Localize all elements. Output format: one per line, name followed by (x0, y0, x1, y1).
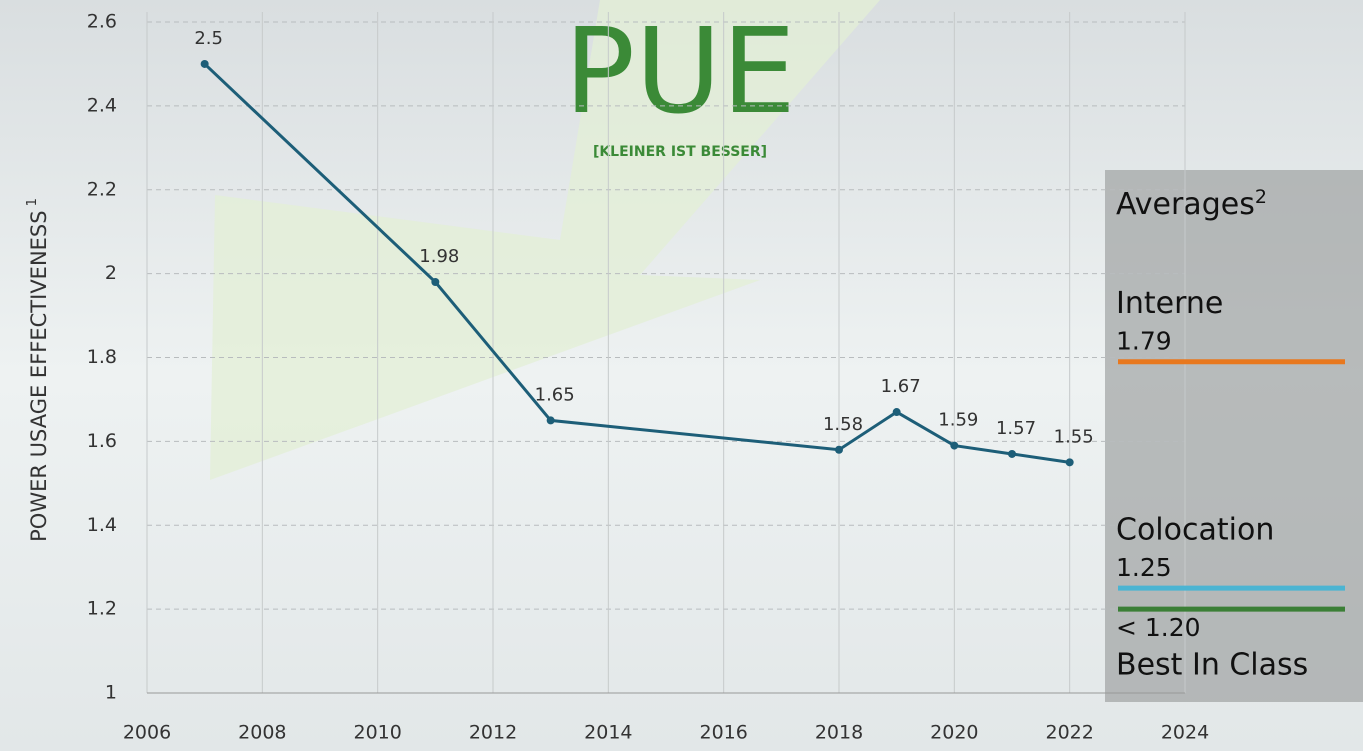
x-tick-label: 2006 (123, 722, 171, 744)
x-tick-label: 2016 (699, 722, 747, 744)
y-tick-label: 2.4 (87, 94, 117, 116)
y-axis-label: POWER USAGE EFFECTIVENESS 1 (25, 198, 52, 542)
data-label: 1.58 (823, 414, 863, 435)
x-tick-label: 2012 (469, 722, 517, 744)
x-tick-label: 2008 (238, 722, 286, 744)
data-label: 1.57 (996, 418, 1036, 439)
data-point (950, 441, 959, 450)
y-tick-label: 2.6 (87, 11, 117, 33)
y-tick-label: 1.6 (87, 430, 117, 452)
x-tick-label: 2024 (1161, 722, 1209, 744)
y-axis-label-text: POWER USAGE EFFECTIVENESS (27, 210, 51, 541)
x-tick-label: 2022 (1045, 722, 1093, 744)
data-line (203, 62, 1070, 464)
legend-panel (1105, 170, 1363, 702)
data-label: 1.67 (881, 376, 921, 397)
x-tick-label: 2020 (930, 722, 978, 744)
chart-subtitle: [KLEINER IST BESSER] (593, 144, 767, 160)
y-tick-label: 2.2 (87, 178, 117, 200)
reference-value: < 1.20 (1116, 613, 1201, 642)
y-tick-label: 1.4 (87, 514, 117, 536)
reference-name: Colocation (1116, 513, 1274, 548)
legend-title: Averages2 (1116, 186, 1267, 222)
data-point (835, 445, 843, 454)
data-point (1065, 458, 1074, 467)
data-point (546, 416, 555, 425)
y-tick-label: 1 (105, 682, 117, 704)
data-point (1008, 449, 1016, 458)
data-label: 1.59 (938, 410, 978, 431)
reference-value: 1.79 (1116, 327, 1172, 356)
chart-title: PUE (564, 2, 796, 140)
data-label: 1.65 (535, 384, 575, 405)
y-axis-label-note: 1 (25, 198, 40, 206)
data-label: 1.55 (1054, 426, 1094, 447)
reference-name: Best In Class (1116, 648, 1308, 683)
data-label: 1.98 (419, 246, 459, 267)
x-tick-label: 2010 (353, 722, 401, 744)
reference-value: 1.25 (1116, 553, 1172, 582)
reference-name: Interne (1116, 286, 1223, 321)
data-label: 2.5 (194, 28, 223, 49)
y-tick-label: 1.2 (87, 598, 117, 620)
data-point (200, 59, 209, 68)
x-tick-label: 2014 (584, 722, 632, 744)
data-point (892, 408, 901, 417)
data-point (431, 278, 440, 287)
legend-title-note: 2 (1255, 186, 1267, 208)
y-tick-label: 1.8 (87, 346, 117, 368)
y-tick-label: 2 (105, 262, 117, 284)
x-tick-label: 2018 (815, 722, 863, 744)
